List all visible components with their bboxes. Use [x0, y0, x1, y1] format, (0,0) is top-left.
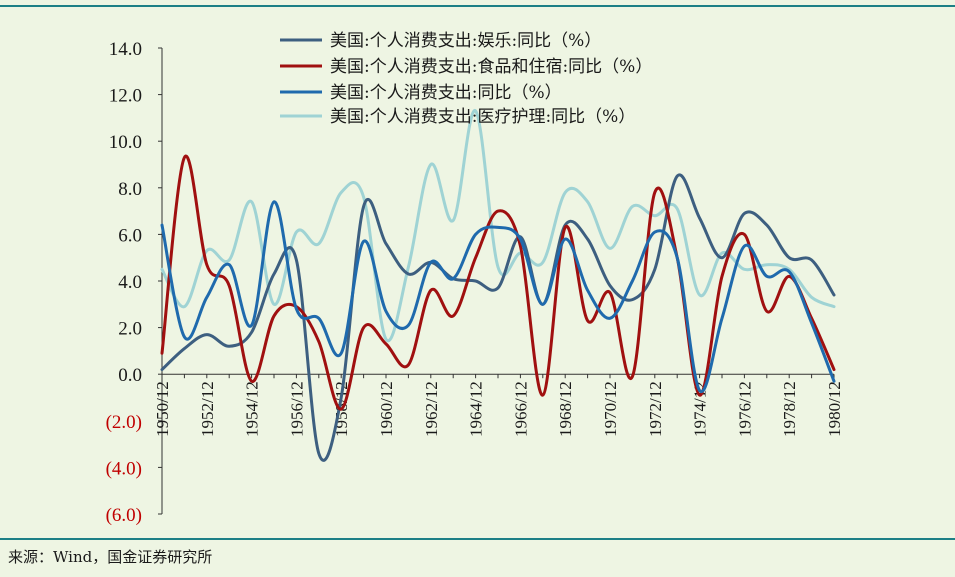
y-tick-label: 6.0: [118, 225, 142, 246]
x-tick-label: 1978/12: [780, 381, 799, 437]
x-axis: 1950/12 1952/12 1954/12 1956/12 1958/12 1960/…: [153, 373, 844, 437]
x-tick-label: 1974/12: [691, 381, 710, 437]
series-line-2: [160, 200, 836, 394]
legend-label: 美国:个人消费支出:同比（%）: [330, 83, 562, 103]
x-tick-label: 1976/12: [735, 381, 754, 437]
y-tick-label: (2.0): [106, 412, 142, 433]
legend-label: 美国:个人消费支出:娱乐:同比（%）: [330, 31, 601, 51]
y-tick-label: 4.0: [118, 272, 142, 293]
series-line-0: [160, 173, 836, 462]
legend-label: 美国:个人消费支出:医疗护理:同比（%）: [330, 107, 635, 127]
series-layer: [160, 109, 836, 462]
x-tick-label: 1962/12: [422, 381, 441, 437]
x-tick-label: 1968/12: [556, 381, 575, 437]
x-tick-label: 1956/12: [287, 381, 306, 437]
y-tick-label: 2.0: [118, 319, 142, 340]
x-tick-label: 1970/12: [601, 381, 620, 437]
series-line-1: [160, 154, 836, 411]
x-tick-label: 1966/12: [511, 381, 530, 437]
y-tick-label: 14.0: [109, 39, 142, 60]
y-tick-label: 12.0: [109, 86, 142, 107]
legend: 美国:个人消费支出:娱乐:同比（%） 美国:个人消费支出:食品和住宿:同比（%） 美…: [280, 31, 652, 127]
source-note: 来源：Wind，国金证券研究所: [8, 548, 212, 566]
y-tick-label: 0.0: [118, 365, 142, 386]
x-tick-label: 1980/12: [825, 381, 844, 437]
x-tick-label: 1952/12: [198, 381, 217, 437]
x-tick-label: 1964/12: [467, 381, 486, 437]
y-tick-label: (4.0): [106, 458, 142, 479]
y-tick-label: 8.0: [118, 179, 142, 200]
x-tick-label: 1950/12: [153, 381, 172, 437]
x-tick-label: 1954/12: [243, 381, 262, 437]
y-tick-label: 10.0: [109, 132, 142, 153]
x-tick-label: 1972/12: [646, 381, 665, 437]
y-axis: 14.0 12.0 10.0 8.0 6.0 4.0 2.0 0.0 (2.0) (4.0) (6.…: [106, 39, 163, 526]
y-tick-label: (6.0): [106, 505, 142, 526]
x-tick-label: 1960/12: [377, 381, 396, 437]
legend-label: 美国:个人消费支出:食品和住宿:同比（%）: [330, 57, 652, 77]
series-line-3: [160, 109, 836, 343]
